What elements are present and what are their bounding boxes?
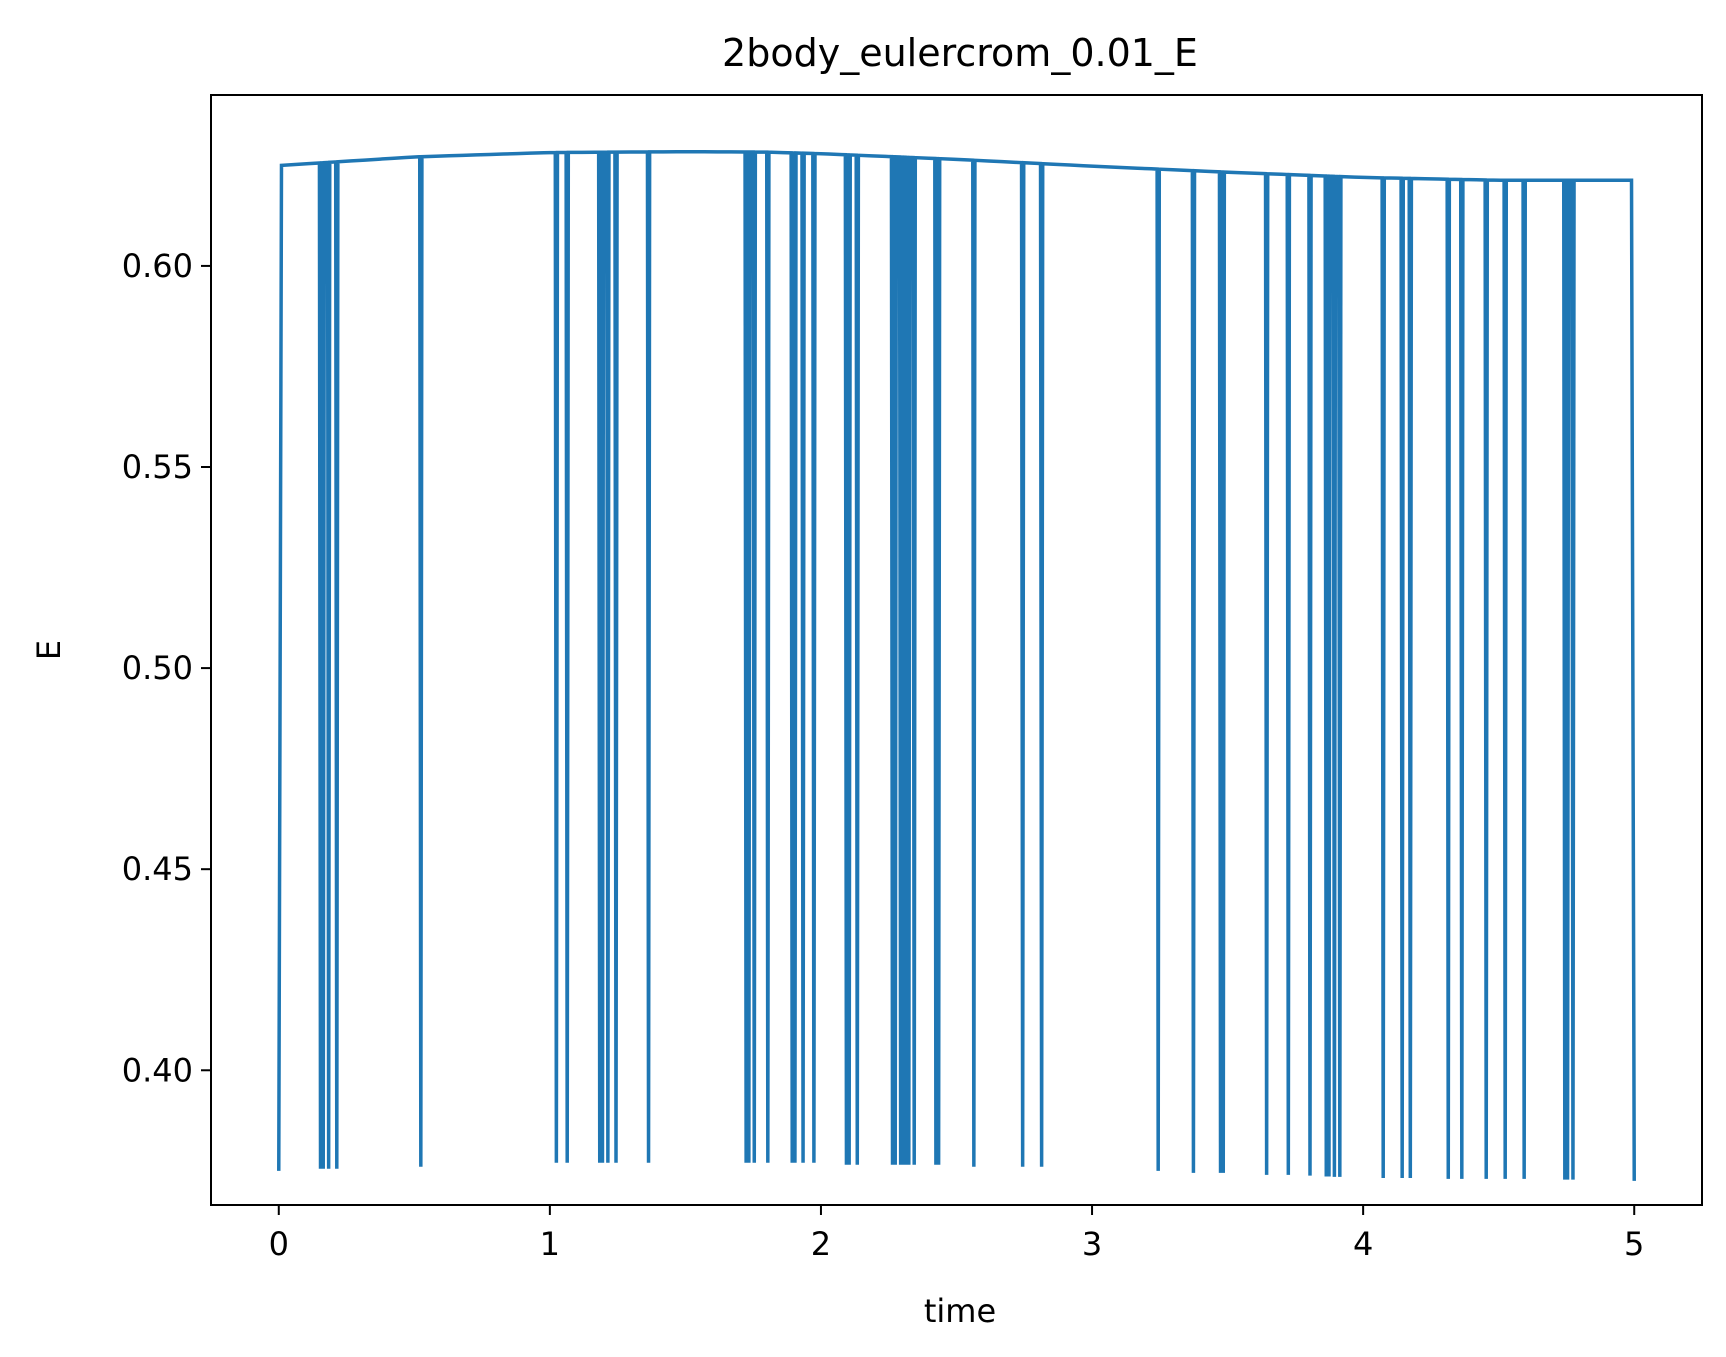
y-axis-ticks: 0.40 0.45 0.50 0.55 0.60: [122, 247, 211, 1089]
x-tick-label: 3: [1082, 1225, 1102, 1263]
chart-title: 2body_eulercrom_0.01_E: [722, 31, 1198, 75]
x-axis-ticks: 0 1 2 3 4 5: [269, 1205, 1644, 1263]
y-tick-label: 0.55: [122, 448, 193, 486]
x-tick-label: 2: [811, 1225, 831, 1263]
plot-area: [277, 149, 1636, 1181]
axes-frame: [210, 94, 1703, 1206]
y-tick-label: 0.45: [122, 850, 193, 888]
x-tick-label: 5: [1624, 1225, 1644, 1263]
x-tick-label: 1: [540, 1225, 560, 1263]
y-axis-label: E: [30, 640, 68, 660]
x-tick-label: 4: [1353, 1225, 1373, 1263]
x-tick-label: 0: [269, 1225, 289, 1263]
series-line-E: [277, 149, 1636, 1181]
y-tick-label: 0.60: [122, 247, 193, 285]
y-tick-label: 0.40: [122, 1051, 193, 1089]
x-axis-label: time: [924, 1292, 996, 1330]
y-tick-label: 0.50: [122, 649, 193, 687]
